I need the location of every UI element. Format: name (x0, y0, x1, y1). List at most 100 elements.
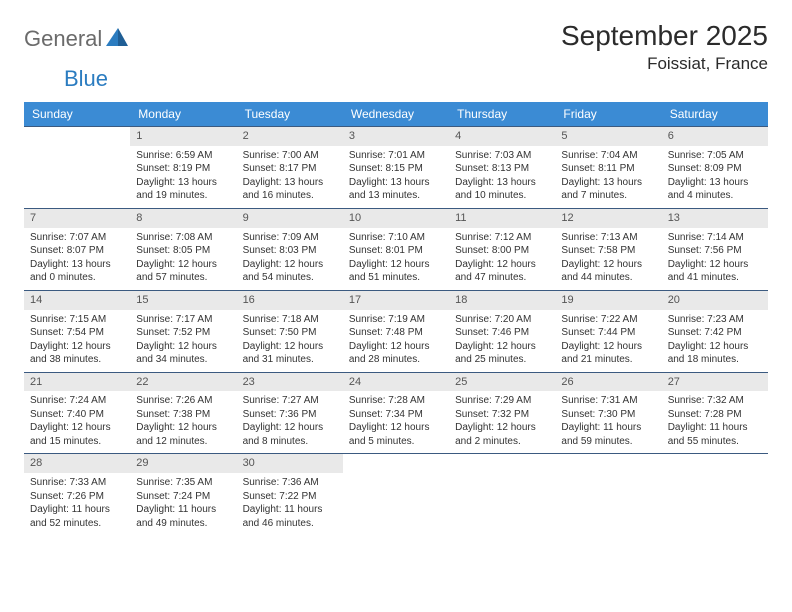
day-info-line: Sunset: 7:46 PM (455, 326, 549, 340)
day-body: Sunrise: 7:26 AMSunset: 7:38 PMDaylight:… (130, 391, 236, 453)
day-info-line: Sunset: 7:36 PM (243, 408, 337, 422)
weekday-header-cell: Monday (130, 102, 236, 126)
day-info-line: Daylight: 12 hours (136, 421, 230, 435)
day-info-line: Daylight: 12 hours (455, 340, 549, 354)
day-info-line: and 5 minutes. (349, 435, 443, 449)
day-body: Sunrise: 7:13 AMSunset: 7:58 PMDaylight:… (555, 228, 661, 290)
day-info-line: Sunrise: 7:00 AM (243, 149, 337, 163)
day-info-line: Daylight: 13 hours (30, 258, 124, 272)
day-number: 21 (24, 373, 130, 392)
day-info-line: Daylight: 11 hours (243, 503, 337, 517)
day-cell (555, 454, 661, 535)
day-number: 14 (24, 291, 130, 310)
day-number: 22 (130, 373, 236, 392)
day-cell: 6Sunrise: 7:05 AMSunset: 8:09 PMDaylight… (662, 127, 768, 208)
day-info-line: Sunrise: 7:35 AM (136, 476, 230, 490)
day-info-line: Sunset: 7:34 PM (349, 408, 443, 422)
location-label: Foissiat, France (561, 54, 768, 74)
day-info-line: Daylight: 12 hours (455, 421, 549, 435)
day-info-line: and 19 minutes. (136, 189, 230, 203)
day-cell: 8Sunrise: 7:08 AMSunset: 8:05 PMDaylight… (130, 209, 236, 290)
day-cell: 22Sunrise: 7:26 AMSunset: 7:38 PMDayligh… (130, 373, 236, 454)
day-info-line: Sunset: 7:22 PM (243, 490, 337, 504)
day-info-line: Sunset: 7:24 PM (136, 490, 230, 504)
day-cell: 28Sunrise: 7:33 AMSunset: 7:26 PMDayligh… (24, 454, 130, 535)
day-info-line: and 55 minutes. (668, 435, 762, 449)
day-cell (24, 127, 130, 208)
day-cell: 3Sunrise: 7:01 AMSunset: 8:15 PMDaylight… (343, 127, 449, 208)
day-number: 19 (555, 291, 661, 310)
day-body: Sunrise: 7:10 AMSunset: 8:01 PMDaylight:… (343, 228, 449, 290)
day-info-line: Daylight: 12 hours (349, 340, 443, 354)
day-info-line: Sunset: 7:50 PM (243, 326, 337, 340)
day-info-line: Daylight: 12 hours (455, 258, 549, 272)
day-body: Sunrise: 7:36 AMSunset: 7:22 PMDaylight:… (237, 473, 343, 535)
day-info-line: Daylight: 13 hours (561, 176, 655, 190)
day-cell: 2Sunrise: 7:00 AMSunset: 8:17 PMDaylight… (237, 127, 343, 208)
day-cell: 12Sunrise: 7:13 AMSunset: 7:58 PMDayligh… (555, 209, 661, 290)
day-info-line: and 4 minutes. (668, 189, 762, 203)
day-body (343, 473, 449, 481)
day-number: 11 (449, 209, 555, 228)
day-cell: 9Sunrise: 7:09 AMSunset: 8:03 PMDaylight… (237, 209, 343, 290)
day-info-line: Sunrise: 7:15 AM (30, 313, 124, 327)
day-cell: 21Sunrise: 7:24 AMSunset: 7:40 PMDayligh… (24, 373, 130, 454)
day-body: Sunrise: 7:20 AMSunset: 7:46 PMDaylight:… (449, 310, 555, 372)
day-info-line: and 0 minutes. (30, 271, 124, 285)
day-number: 7 (24, 209, 130, 228)
week-row: 14 Sunrise: 7:15 AMSunset: 7:54 PM Dayligh… (24, 290, 768, 372)
logo: General (24, 20, 128, 52)
day-info-line: Sunset: 7:42 PM (668, 326, 762, 340)
day-info-line: and 34 minutes. (136, 353, 230, 367)
day-info-line: and 44 minutes. (561, 271, 655, 285)
day-info-line: and 10 minutes. (455, 189, 549, 203)
day-number: 2 (237, 127, 343, 146)
day-info-line: and 28 minutes. (349, 353, 443, 367)
day-number: 25 (449, 373, 555, 392)
day-info-line: Sunset: 8:09 PM (668, 162, 762, 176)
week-row: 7Sunrise: 7:07 AMSunset: 8:07 PMDaylight… (24, 208, 768, 290)
weekday-header-row: SundayMondayTuesdayWednesdayThursdayFrid… (24, 102, 768, 126)
day-body (662, 473, 768, 481)
day-number: 17 (343, 291, 449, 310)
day-body: Sunrise: 7:09 AMSunset: 8:03 PMDaylight:… (237, 228, 343, 290)
day-cell: 10Sunrise: 7:10 AMSunset: 8:01 PMDayligh… (343, 209, 449, 290)
day-info-line: Sunrise: 7:10 AM (349, 231, 443, 245)
day-info-line: Sunrise: 7:23 AM (668, 313, 762, 327)
day-cell (343, 454, 449, 535)
day-number: 26 (555, 373, 661, 392)
day-body (24, 146, 130, 154)
day-info-line: Sunset: 8:01 PM (349, 244, 443, 258)
day-info-line: Sunset: 7:28 PM (668, 408, 762, 422)
day-number: 6 (662, 127, 768, 146)
weekday-header-cell: Tuesday (237, 102, 343, 126)
day-cell: 1Sunrise: 6:59 AMSunset: 8:19 PMDaylight… (130, 127, 236, 208)
day-number: 3 (343, 127, 449, 146)
day-info-line: and 54 minutes. (243, 271, 337, 285)
day-info-line: Sunrise: 7:14 AM (668, 231, 762, 245)
day-info-line: Daylight: 12 hours (136, 340, 230, 354)
day-body: Sunrise: 7:12 AMSunset: 8:00 PMDaylight:… (449, 228, 555, 290)
logo-triangle-icon (106, 26, 128, 52)
day-info-line: Sunset: 7:44 PM (561, 326, 655, 340)
day-number: 15 (130, 291, 236, 310)
day-info-line: Daylight: 12 hours (30, 421, 124, 435)
weeks-container: 1Sunrise: 6:59 AMSunset: 8:19 PMDaylight… (24, 126, 768, 535)
day-number: 8 (130, 209, 236, 228)
day-info-line: Sunset: 8:00 PM (455, 244, 549, 258)
day-cell: 5Sunrise: 7:04 AMSunset: 8:11 PMDaylight… (555, 127, 661, 208)
day-cell: 7Sunrise: 7:07 AMSunset: 8:07 PMDaylight… (24, 209, 130, 290)
day-info-line: and 7 minutes. (561, 189, 655, 203)
week-row: 1Sunrise: 6:59 AMSunset: 8:19 PMDaylight… (24, 126, 768, 208)
day-info-line: and 57 minutes. (136, 271, 230, 285)
day-info-line: Sunset: 7:52 PM (136, 326, 230, 340)
day-info-line: Sunset: 7:54 PM (30, 326, 124, 340)
day-body: Sunrise: 7:05 AMSunset: 8:09 PMDaylight:… (662, 146, 768, 208)
day-number: 20 (662, 291, 768, 310)
day-info-line: and 12 minutes. (136, 435, 230, 449)
day-info-line: Sunrise: 7:19 AM (349, 313, 443, 327)
day-info-line: Sunrise: 7:04 AM (561, 149, 655, 163)
day-info-line: Sunset: 8:17 PM (243, 162, 337, 176)
day-cell: 20Sunrise: 7:23 AMSunset: 7:42 PMDayligh… (662, 291, 768, 372)
day-body (449, 473, 555, 481)
